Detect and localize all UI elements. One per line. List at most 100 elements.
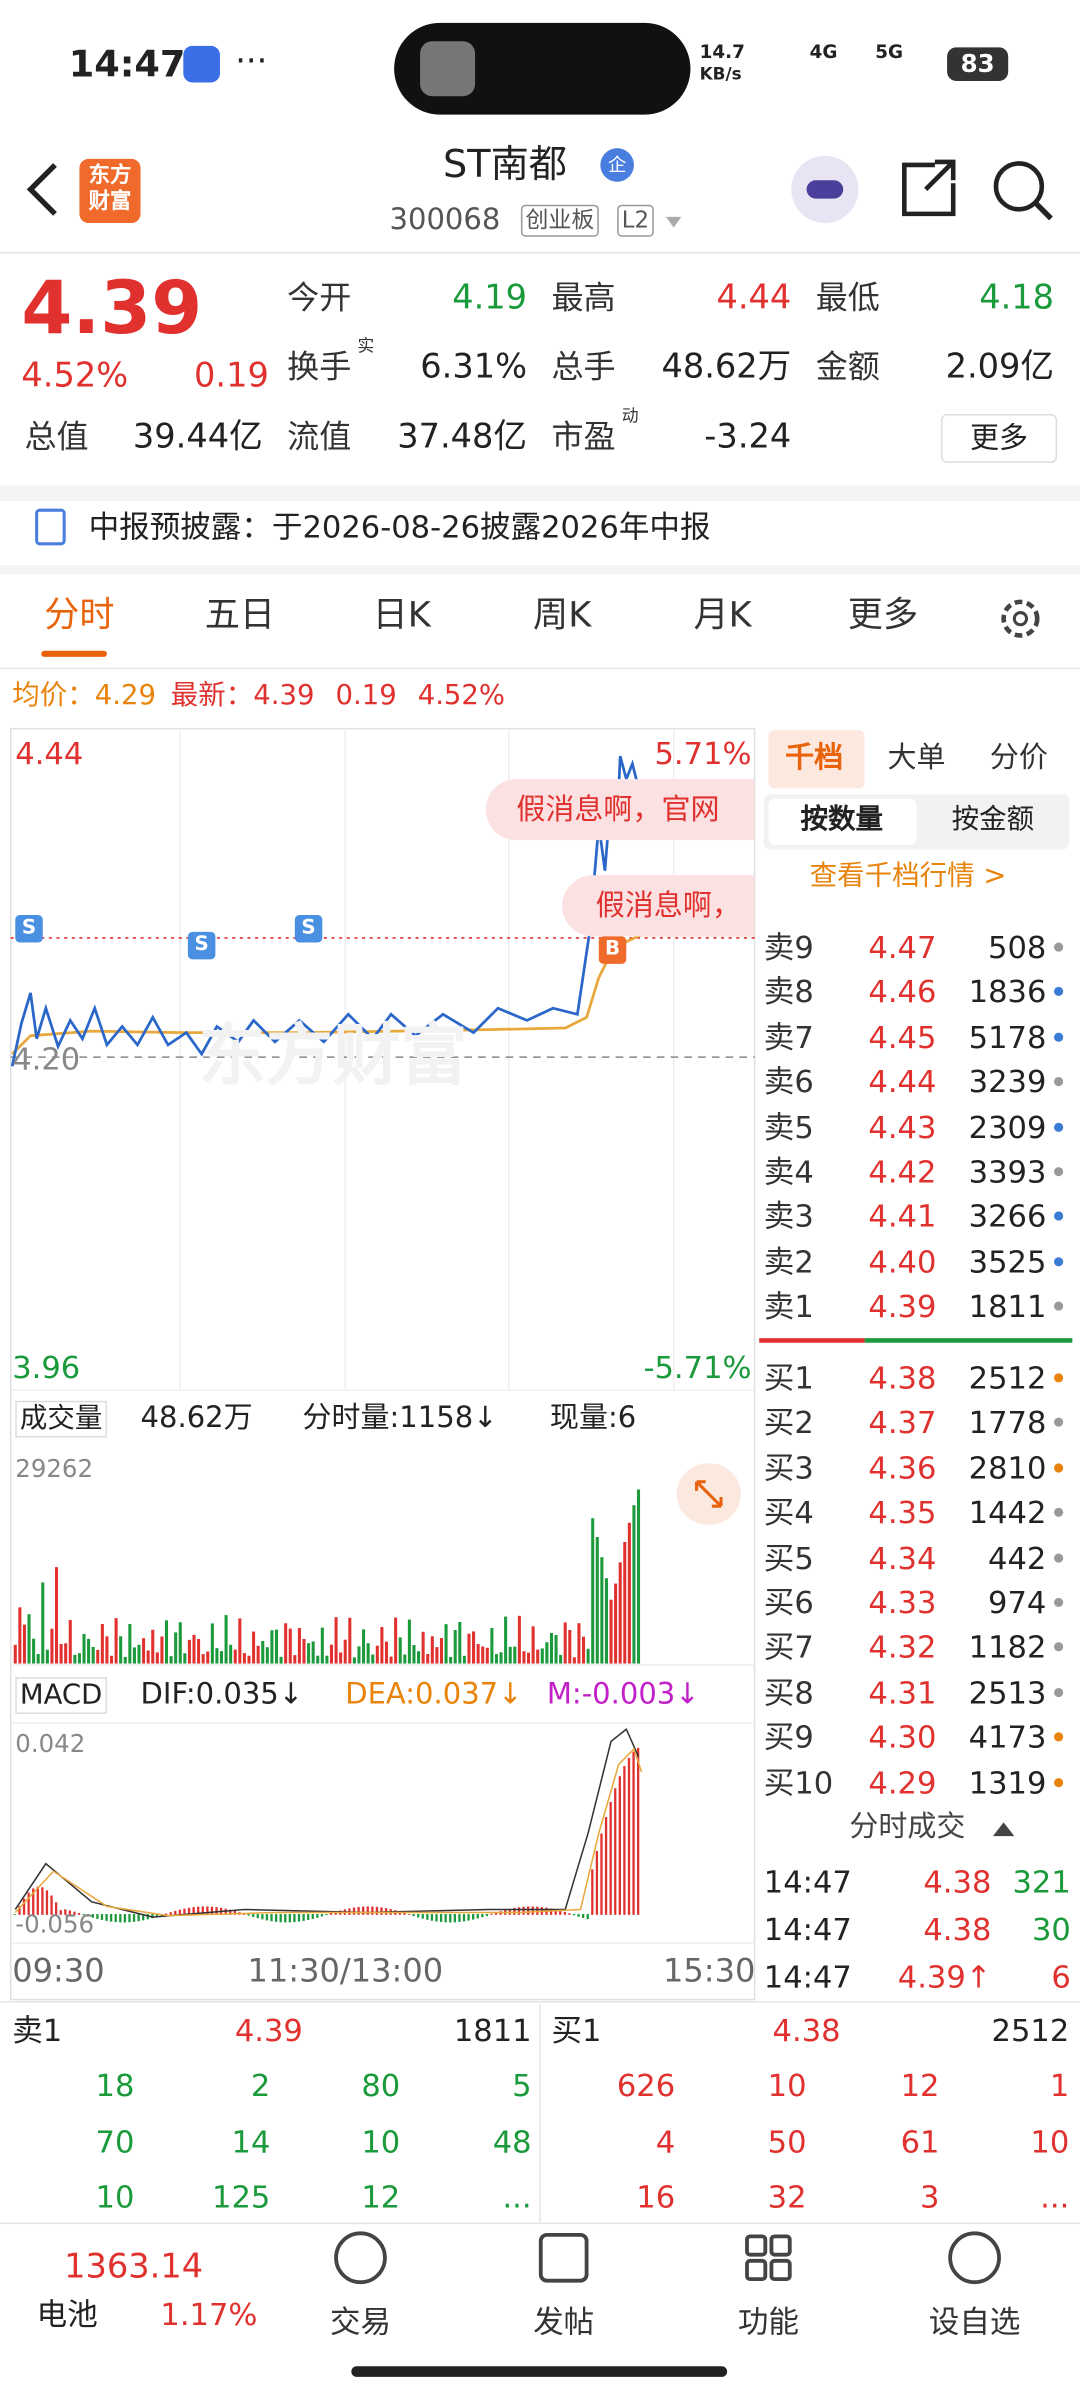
time-label: 11:30/13:00: [247, 1952, 444, 1989]
macd-bar: [577, 1914, 580, 1917]
tab[interactable]: 周K: [533, 595, 592, 636]
macd-bar: [412, 1914, 415, 1917]
dea-line: [14, 1747, 643, 1917]
macd-bar: [183, 1908, 186, 1915]
trades-title[interactable]: 分时成交: [849, 1810, 966, 1844]
nav-item[interactable]: 设自选: [928, 2303, 1021, 2341]
trade-price: 4.38: [923, 1863, 992, 1901]
index-value[interactable]: 1363.14: [64, 2248, 204, 2287]
volume-bar: [137, 1644, 141, 1664]
book-label: 买5: [763, 1539, 814, 1576]
tab[interactable]: 五日: [204, 595, 275, 636]
price-change: 0.19: [194, 357, 269, 396]
volume-bar: [279, 1656, 283, 1664]
macd-bar: [59, 1910, 62, 1915]
macd-bar: [618, 1776, 621, 1915]
macd-max: 0.042: [15, 1729, 86, 1759]
volume-bars: [13, 1489, 641, 1664]
macd-bar: [444, 1914, 447, 1923]
volume-bar: [572, 1657, 576, 1664]
share-icon[interactable]: [902, 159, 956, 217]
macd-bar: [197, 1906, 200, 1915]
macd-bar: [453, 1914, 456, 1923]
book-subtab[interactable]: 按数量: [800, 803, 883, 836]
book-qty: 2513: [968, 1673, 1047, 1711]
book-qty: 1319: [968, 1763, 1047, 1801]
volume-bar: [164, 1620, 169, 1664]
tab[interactable]: 更多: [847, 595, 919, 636]
book-qty: 3525: [968, 1243, 1047, 1280]
volume-bar: [201, 1654, 205, 1664]
func-icon: [745, 2258, 768, 2282]
volume-bar: [59, 1643, 63, 1664]
nav-item[interactable]: 发帖: [533, 2303, 595, 2341]
dropdown-icon[interactable]: [666, 216, 682, 228]
volume-bar: [22, 1624, 26, 1664]
book-dot: [1054, 987, 1064, 997]
volume-bar: [430, 1636, 434, 1664]
search-icon[interactable]: [993, 161, 1045, 212]
macd-bar: [27, 1892, 30, 1915]
book-qty: 2309: [968, 1108, 1047, 1146]
macd-bar: [274, 1914, 278, 1922]
book-qty: 1442: [968, 1494, 1047, 1531]
nav-item[interactable]: 功能: [737, 2303, 799, 2341]
volume-bar: [132, 1647, 136, 1664]
book-qty: 4173: [968, 1718, 1047, 1756]
volume-bar: [261, 1640, 265, 1664]
queue-cell: ...: [1040, 2178, 1070, 2215]
net-speed: 14.7: [699, 41, 745, 63]
macd-bar: [311, 1914, 314, 1919]
macd-bar: [206, 1906, 209, 1915]
more-button[interactable]: 更多: [940, 413, 1058, 463]
book-price: 4.34: [868, 1539, 937, 1576]
settings-core: [1012, 611, 1029, 627]
func-icon: [745, 2234, 768, 2257]
macd-bar: [174, 1910, 177, 1915]
book-tab[interactable]: 千档: [785, 740, 844, 775]
volume-bar: [54, 1567, 59, 1664]
app-icon: [183, 45, 220, 83]
book-tab[interactable]: 大单: [887, 740, 946, 775]
back-icon[interactable]: [26, 163, 57, 216]
notice[interactable]: 中报预披露：于2026-08-26披露2026年中报: [88, 508, 711, 546]
book-price: 4.43: [868, 1108, 937, 1146]
volume-bar: [421, 1631, 425, 1664]
volume-bar: [320, 1627, 324, 1664]
volume-bar: [229, 1644, 233, 1664]
tab[interactable]: 分时: [44, 595, 115, 636]
field-value: -3.24: [704, 418, 792, 457]
volume-bar: [288, 1628, 292, 1664]
book-subtab[interactable]: 按金额: [951, 803, 1035, 836]
field-label: 总值: [24, 418, 89, 456]
macd-label[interactable]: MACD: [15, 1677, 107, 1714]
volume-label[interactable]: 成交量: [15, 1400, 107, 1438]
book-qty: 442: [988, 1539, 1047, 1576]
nav-item[interactable]: 交易: [329, 2303, 392, 2341]
battery: 83: [947, 47, 1009, 81]
book-price: 4.39: [868, 1288, 937, 1325]
comment[interactable]: 假消息啊，官网: [485, 779, 755, 841]
settings-icon[interactable]: [1001, 599, 1040, 638]
book-dot: [1054, 1597, 1064, 1608]
macd-bar: [288, 1914, 292, 1923]
logo[interactable]: 东方 财富: [79, 158, 141, 224]
volume-bar: [568, 1629, 572, 1664]
volume-bar: [155, 1652, 159, 1664]
queue-qty: 2512: [991, 2011, 1070, 2049]
tab[interactable]: 月K: [693, 595, 752, 636]
book-link[interactable]: 查看千档行情 >: [809, 860, 1007, 893]
queue-cell: 16: [636, 2178, 676, 2215]
volume-bar: [595, 1537, 599, 1664]
tab[interactable]: 日K: [372, 595, 431, 636]
book-tab[interactable]: 分价: [989, 740, 1048, 775]
macd-bar: [554, 1909, 557, 1915]
field-value: 4.18: [979, 279, 1055, 318]
comment[interactable]: 假消息啊，: [562, 875, 755, 937]
volume-bar: [407, 1619, 411, 1664]
volume-bar: [238, 1618, 242, 1664]
volume-max: 29262: [15, 1454, 94, 1484]
volume-bar: [192, 1634, 196, 1664]
macd-bar: [128, 1914, 131, 1923]
volume-bar: [394, 1617, 398, 1664]
